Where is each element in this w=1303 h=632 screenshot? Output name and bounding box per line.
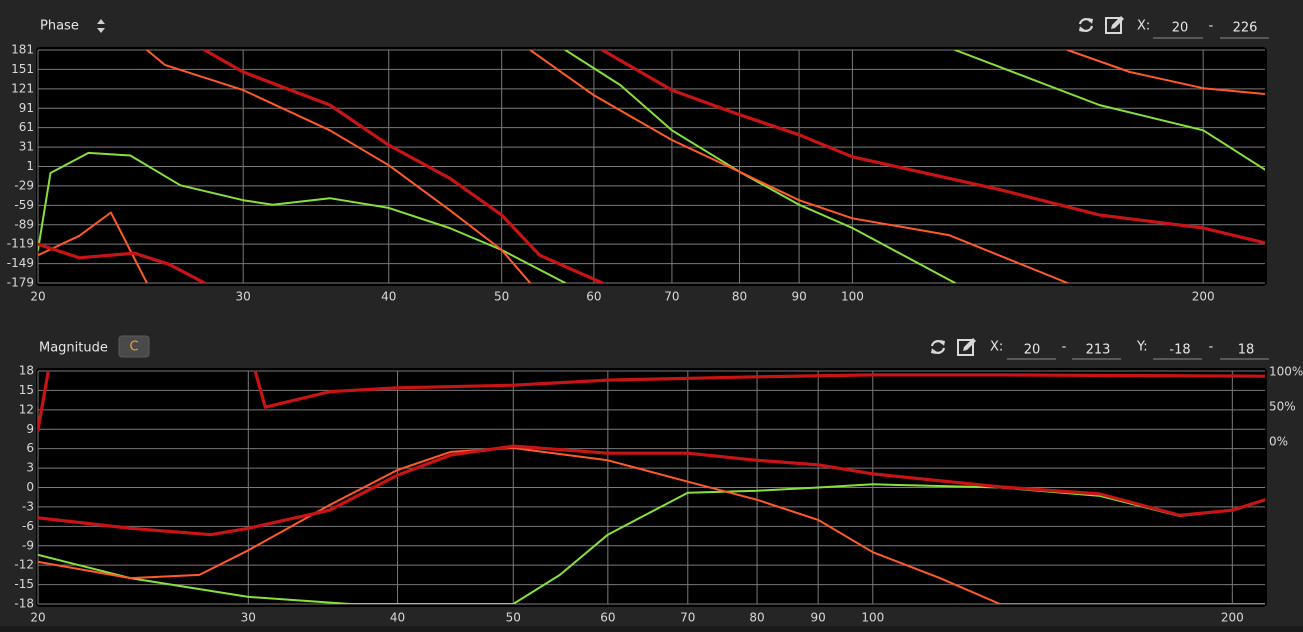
- series-group: [38, 50, 1265, 283]
- x-tick-label: 90: [791, 290, 806, 304]
- y-tick-label: -149: [7, 256, 34, 270]
- y-min-field[interactable]: -18: [1169, 343, 1190, 358]
- y-tick-label: 61: [19, 120, 34, 134]
- right-scale-label: 0%: [1269, 435, 1288, 449]
- y-tick-label: -18: [14, 597, 34, 611]
- y-tick-label: -59: [14, 198, 34, 212]
- sort-icon[interactable]: [97, 19, 105, 33]
- y-tick-label: 181: [11, 43, 34, 57]
- line-series: [38, 371, 1265, 432]
- y-tick-label: 18: [19, 364, 34, 378]
- y-tick-label: 9: [26, 422, 34, 436]
- x-separator: -: [1209, 19, 1214, 34]
- y-tick-label: -3: [22, 499, 34, 513]
- x-tick-label: 50: [506, 611, 521, 625]
- right-scale-label: 50%: [1269, 400, 1296, 414]
- line-series: [38, 444, 1265, 537]
- line-series: [38, 447, 1265, 604]
- right-scale-label: 100%: [1269, 365, 1303, 379]
- y-tick-label: 151: [11, 62, 34, 76]
- x-max-field[interactable]: 213: [1086, 343, 1111, 358]
- x-tick-label: 200: [1192, 290, 1215, 304]
- y-tick-label: -15: [14, 577, 34, 591]
- refresh-button[interactable]: [1078, 18, 1094, 32]
- y-tick-label: 6: [26, 441, 34, 455]
- x-tick-label: 20: [30, 290, 45, 304]
- y-tick-label: -29: [14, 178, 34, 192]
- x-tick-label: 70: [664, 290, 679, 304]
- x-tick-label: 70: [680, 611, 695, 625]
- x-tick-label: 30: [236, 290, 251, 304]
- magnitude-title: Magnitude: [39, 341, 108, 356]
- x-tick-label: 100: [861, 611, 884, 625]
- x-tick-label: 100: [841, 290, 864, 304]
- x-tick-label: 40: [390, 611, 405, 625]
- x-separator: -: [1062, 340, 1067, 355]
- refresh-button[interactable]: [930, 340, 946, 354]
- series-group: [38, 371, 1265, 604]
- y-tick-label: -9: [22, 538, 34, 552]
- y-tick-label: -12: [14, 558, 34, 572]
- x-tick-label: 50: [494, 290, 509, 304]
- edit-button[interactable]: [957, 338, 976, 356]
- y-tick-label: 1: [26, 159, 34, 173]
- x-tick-label: 80: [732, 290, 747, 304]
- x-tick-label: 60: [586, 290, 601, 304]
- c-button-label[interactable]: C: [129, 340, 138, 355]
- y-tick-label: 15: [19, 383, 34, 397]
- y-label: Y:: [1136, 340, 1148, 355]
- y-tick-label: 12: [19, 402, 34, 416]
- y-tick-label: -6: [22, 519, 34, 533]
- x-min-field[interactable]: 20: [1024, 343, 1041, 358]
- edit-button[interactable]: [1105, 16, 1124, 34]
- x-tick-label: 30: [241, 611, 256, 625]
- y-separator: -: [1209, 340, 1214, 355]
- x-label: X:: [990, 340, 1003, 355]
- line-series: [38, 50, 1265, 283]
- line-series: [38, 50, 1265, 283]
- bottom-strip: [0, 626, 1303, 632]
- x-tick-label: 60: [600, 611, 615, 625]
- y-max-field[interactable]: 18: [1238, 343, 1255, 358]
- x-tick-label: 200: [1221, 611, 1244, 625]
- x-tick-label: 40: [381, 290, 396, 304]
- y-tick-label: 0: [26, 480, 34, 494]
- x-label: X:: [1137, 19, 1150, 34]
- y-tick-label: -119: [7, 237, 34, 251]
- y-tick-label: -179: [7, 276, 34, 290]
- y-tick-label: 3: [26, 461, 34, 475]
- x-tick-label: 20: [30, 611, 45, 625]
- y-tick-label: 121: [11, 81, 34, 95]
- y-tick-label: -89: [14, 217, 34, 231]
- y-tick-label: 91: [19, 101, 34, 115]
- y-tick-label: 31: [19, 140, 34, 154]
- x-min-field[interactable]: 20: [1172, 21, 1189, 36]
- x-tick-label: 90: [811, 611, 826, 625]
- x-max-field[interactable]: 226: [1233, 21, 1258, 36]
- x-tick-label: 80: [749, 611, 764, 625]
- c-button[interactable]: [118, 335, 150, 358]
- phase-title: Phase: [40, 19, 79, 34]
